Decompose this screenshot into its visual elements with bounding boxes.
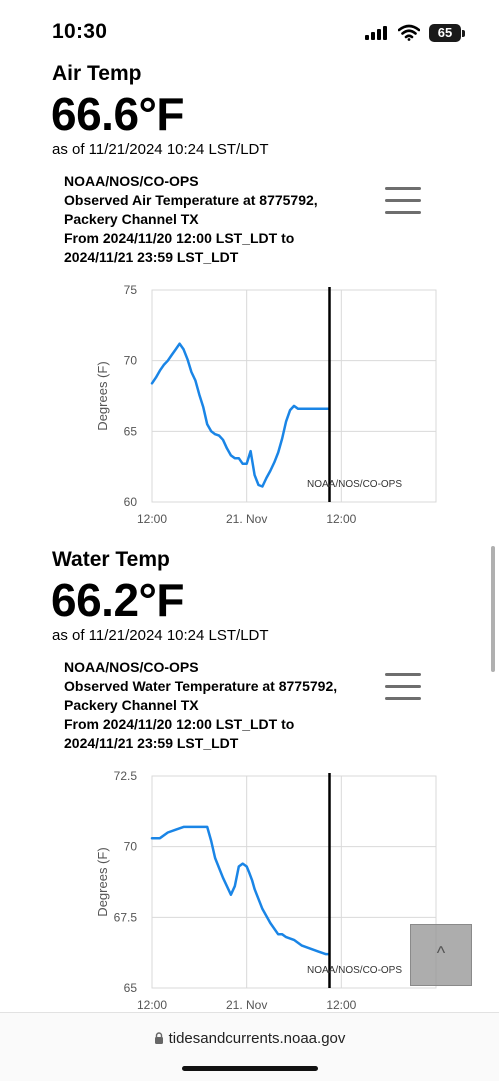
- hamburger-menu-icon: [385, 211, 421, 214]
- wifi-icon: [398, 24, 420, 41]
- x-tick-label: 12:00: [326, 512, 356, 526]
- page-scrollbar[interactable]: [491, 546, 495, 672]
- y-tick-label: 70: [124, 840, 138, 854]
- hamburger-menu-icon: [385, 673, 421, 676]
- x-tick-label: 12:00: [137, 512, 167, 526]
- air-temp-as-of: as of 11/21/2024 10:24 LST/LDT: [52, 141, 269, 158]
- y-tick-label: 70: [124, 354, 138, 368]
- chart-credit: NOAA/NOS/CO-OPS: [307, 479, 402, 490]
- water-temp-value: 66.2°F: [51, 574, 185, 626]
- x-tick-label: 12:00: [326, 998, 356, 1012]
- scroll-to-top-button[interactable]: ^: [410, 924, 472, 986]
- address-bar[interactable]: tidesandcurrents.noaa.gov: [0, 1030, 499, 1047]
- url-text: tidesandcurrents.noaa.gov: [168, 1030, 346, 1047]
- plot-area: [151, 775, 437, 989]
- water-temp-as-of: as of 11/21/2024 10:24 LST/LDT: [52, 627, 269, 644]
- y-axis-title: Degrees (F): [95, 361, 110, 430]
- y-tick-label: 72.5: [114, 769, 138, 783]
- battery-icon: 65: [429, 24, 461, 42]
- hamburger-menu-icon: [385, 697, 421, 700]
- air-temp-chart: 60 65 70 75 12:00 21. Nov 12:00 Degrees (F) NOAA…: [95, 283, 437, 526]
- chart-credit: NOAA/NOS/CO-OPS: [307, 965, 402, 976]
- chevron-up-icon: ^: [436, 943, 446, 963]
- status-time: 10:30: [52, 20, 108, 43]
- water-temp-label: Water Temp: [52, 548, 170, 571]
- hamburger-menu-icon: [385, 187, 421, 190]
- air-chart-menu-button[interactable]: [385, 187, 421, 221]
- y-tick-label: 60: [124, 495, 138, 509]
- cellular-signal-icon: [365, 26, 387, 40]
- series-line: [150, 825, 330, 956]
- y-tick-label: 65: [124, 424, 138, 438]
- water-chart-menu-button[interactable]: [385, 673, 421, 707]
- air-chart-heading: NOAA/NOS/CO-OPS Observed Air Temperature…: [64, 173, 318, 265]
- battery-level: 65: [437, 25, 453, 40]
- x-tick-label: 12:00: [137, 998, 167, 1012]
- water-temp-chart: 65 67.5 70 72.5 12:00 21. Nov 12:00 Degrees (F)…: [95, 769, 437, 1012]
- air-temp-label: Air Temp: [52, 62, 142, 85]
- lock-icon: [154, 1032, 163, 1044]
- y-tick-label: 75: [124, 283, 138, 297]
- plot-area: [151, 289, 437, 503]
- x-tick-label: 21. Nov: [226, 512, 267, 526]
- hamburger-menu-icon: [385, 685, 421, 688]
- y-axis-title: Degrees (F): [95, 847, 110, 916]
- battery-cap: [462, 30, 465, 37]
- air-temp-value: 66.6°F: [51, 88, 185, 140]
- x-tick-label: 21. Nov: [226, 998, 267, 1012]
- water-chart-heading: NOAA/NOS/CO-OPS Observed Water Temperatu…: [64, 659, 338, 751]
- y-tick-label: 67.5: [114, 910, 138, 924]
- series-line: [150, 342, 330, 488]
- y-tick-label: 65: [124, 981, 138, 995]
- hamburger-menu-icon: [385, 199, 421, 202]
- home-indicator: [182, 1066, 318, 1071]
